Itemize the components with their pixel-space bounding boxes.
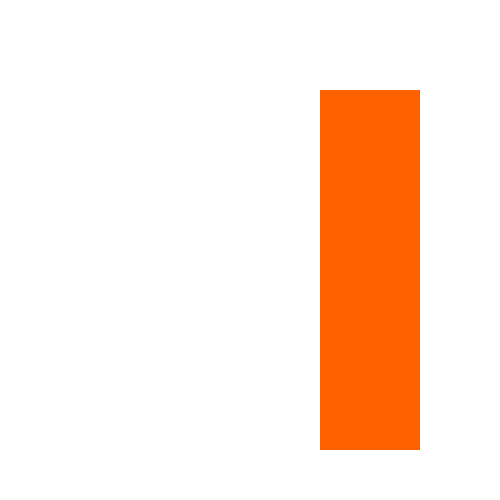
orange-bar bbox=[320, 90, 420, 450]
